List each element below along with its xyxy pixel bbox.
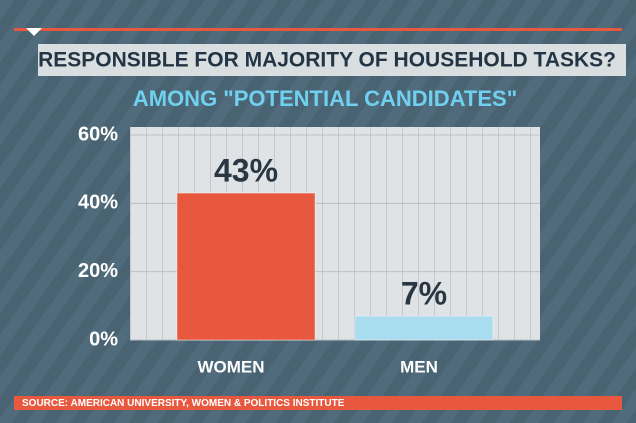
x-tick-label: WOMEN: [197, 357, 264, 376]
y-tick-label: 40%: [78, 192, 118, 214]
title-banner: [38, 44, 626, 76]
y-tick-label: 60%: [78, 123, 118, 145]
top-rule: [14, 28, 622, 31]
chart-subtitle: AMONG "POTENTIAL CANDIDATES": [133, 86, 517, 111]
value-label: 43%: [214, 153, 278, 189]
x-tick-label: MEN: [400, 357, 438, 376]
bar: [354, 315, 494, 341]
source: SOURCE: AMERICAN UNIVERSITY, WOMEN & POL…: [22, 398, 345, 409]
y-tick-label: 0%: [89, 328, 118, 350]
y-tick-label: 20%: [78, 260, 118, 282]
chart-title: RESPONSIBLE FOR MAJORITY OF HOUSEHOLD TA…: [38, 49, 616, 72]
source-bar: [14, 396, 622, 410]
value-label: 7%: [401, 276, 447, 312]
marker: [26, 28, 42, 36]
bar: [176, 192, 316, 341]
